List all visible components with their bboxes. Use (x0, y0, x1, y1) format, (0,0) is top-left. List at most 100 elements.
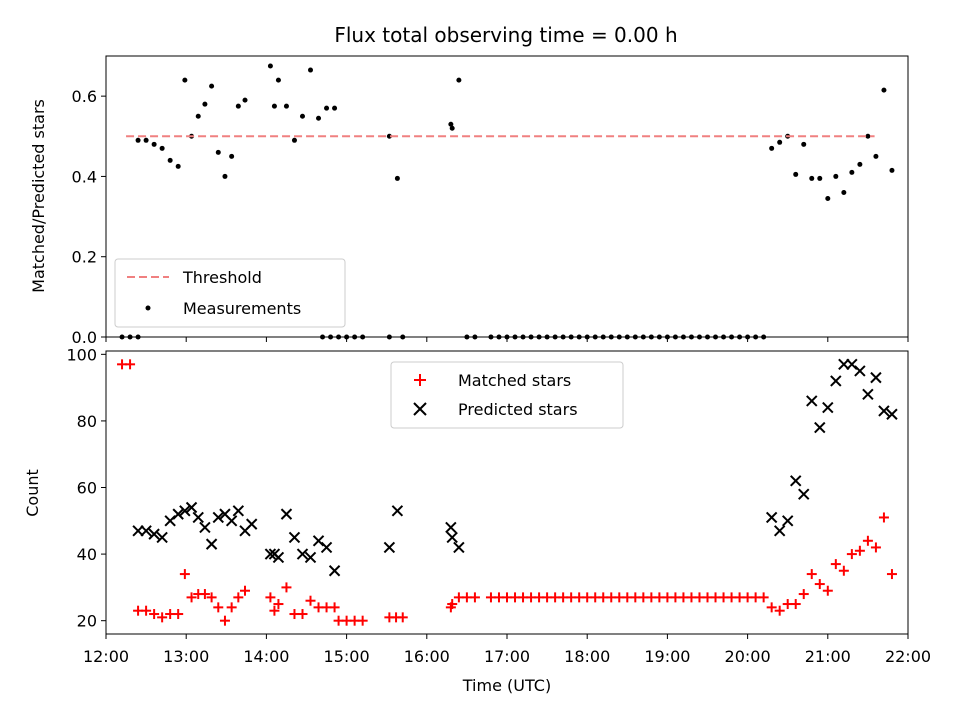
predicted-star-point (830, 375, 842, 387)
top-ytick-label: 0.6 (72, 87, 97, 106)
predicted-star-point (185, 501, 198, 514)
measurement-point (769, 145, 775, 151)
matched-star-point (149, 609, 160, 620)
predicted-star-point (446, 531, 458, 544)
matched-star-point (798, 589, 809, 600)
measurement-point (881, 87, 887, 93)
predicted-star-point (886, 408, 898, 420)
predicted-star-point (148, 528, 160, 540)
matched-star-point (854, 545, 865, 556)
matched-star-point (469, 592, 480, 603)
bottom-xtick-label: 22:00 (885, 647, 931, 666)
predicted-stars-points (132, 358, 898, 577)
matched-star-point (758, 592, 769, 603)
measurement-point (299, 113, 305, 119)
predicted-star-point (140, 525, 152, 537)
predicted-star-point (225, 515, 238, 527)
predicted-star-point (878, 405, 890, 417)
threshold-legend-label: Threshold (182, 268, 262, 287)
predicted-star-point (280, 508, 293, 520)
bottom-xtick-label: 13:00 (163, 647, 209, 666)
measurement-point (222, 173, 228, 179)
predicted-star-point (199, 521, 211, 534)
predicted-star-point (179, 505, 191, 517)
bottom-xtick-label: 20:00 (725, 647, 771, 666)
matched-stars-points (117, 359, 897, 626)
measurement-point (316, 115, 322, 121)
bottom-panel: 20 40 60 80 100 12:00 13:00 14:00 15:00 16:00 17:… (23, 345, 931, 695)
bottom-ylabel: Count (23, 469, 42, 517)
measurement-point (242, 97, 248, 103)
bottom-ytick-label: 20 (77, 612, 97, 631)
bottom-ytick-label: 60 (77, 479, 97, 498)
measurement-point (215, 149, 221, 155)
top-ylabel: Matched/Predicted stars (29, 99, 48, 293)
predicted-star-point (781, 515, 794, 527)
predicted-star-point (798, 488, 810, 500)
matched-star-point (213, 602, 224, 613)
measurements-legend-label: Measurements (183, 299, 301, 318)
bottom-xtick-label: 12:00 (83, 647, 129, 666)
measurement-point (865, 133, 871, 139)
measurement-point (394, 175, 400, 181)
measurement-point (889, 167, 895, 173)
matched-star-point (273, 599, 284, 610)
measurement-point (873, 153, 879, 159)
predicted-star-point (192, 511, 204, 524)
matched-star-point (814, 579, 825, 590)
predicted-star-point (854, 365, 866, 377)
bottom-xtick-label: 21:00 (805, 647, 851, 666)
top-yaxis-ticks: 0.0 0.2 0.4 0.6 (72, 87, 106, 347)
measurement-point (271, 103, 277, 109)
measurement-point (825, 196, 831, 202)
measurement-point (793, 171, 799, 177)
measurement-point (235, 103, 241, 109)
predicted-star-point (328, 565, 341, 577)
matched-star-point (233, 592, 244, 603)
matched-star-point (822, 585, 833, 596)
predicted-star-point (172, 508, 184, 520)
measurement-point (291, 137, 297, 143)
measurement-point (324, 105, 330, 111)
predicted-star-point (156, 531, 168, 544)
matched-star-point (397, 612, 408, 623)
matched-legend-swatch (414, 374, 426, 386)
predicted-star-point (212, 511, 224, 524)
bottom-xtick-label: 17:00 (484, 647, 530, 666)
bottom-xlabel: Time (UTC) (462, 676, 551, 695)
predicted-star-point (304, 551, 317, 564)
bottom-ytick-label: 80 (77, 412, 97, 431)
matched-star-point (265, 592, 276, 603)
measurement-point (229, 153, 235, 159)
measurement-point (777, 139, 783, 145)
measurement-point (833, 173, 839, 179)
predicted-star-point (773, 525, 786, 537)
predicted-star-point (320, 541, 333, 554)
matched-star-point (199, 589, 210, 600)
predicted-star-point (806, 395, 818, 407)
predicted-star-point (245, 518, 258, 530)
matched-star-point (774, 605, 785, 616)
predicted-star-point (232, 505, 245, 517)
measurement-point (332, 105, 338, 111)
measurement-point (159, 145, 165, 151)
predicted-star-point (822, 401, 834, 414)
matched-star-point (269, 605, 280, 616)
measurements-points (119, 63, 895, 340)
predicted-star-point (814, 421, 826, 434)
bottom-ytick-label: 100 (66, 345, 97, 364)
top-ytick-label: 0.4 (72, 167, 97, 186)
matched-star-point (141, 605, 152, 616)
top-panel: 0.0 0.2 0.4 0.6 Matched/Predicted stars Thr… (29, 55, 909, 347)
measurement-point (456, 77, 462, 83)
measurement-point (386, 133, 392, 139)
matched-star-point (173, 609, 184, 620)
bottom-xtick-label: 18:00 (564, 647, 610, 666)
matched-star-point (838, 565, 849, 576)
predicted-star-point (453, 541, 465, 554)
matched-legend-label: Matched stars (458, 371, 571, 390)
bottom-xtick-label: 19:00 (644, 647, 690, 666)
predicted-star-point (205, 538, 218, 550)
predicted-legend-swatch (413, 402, 427, 416)
